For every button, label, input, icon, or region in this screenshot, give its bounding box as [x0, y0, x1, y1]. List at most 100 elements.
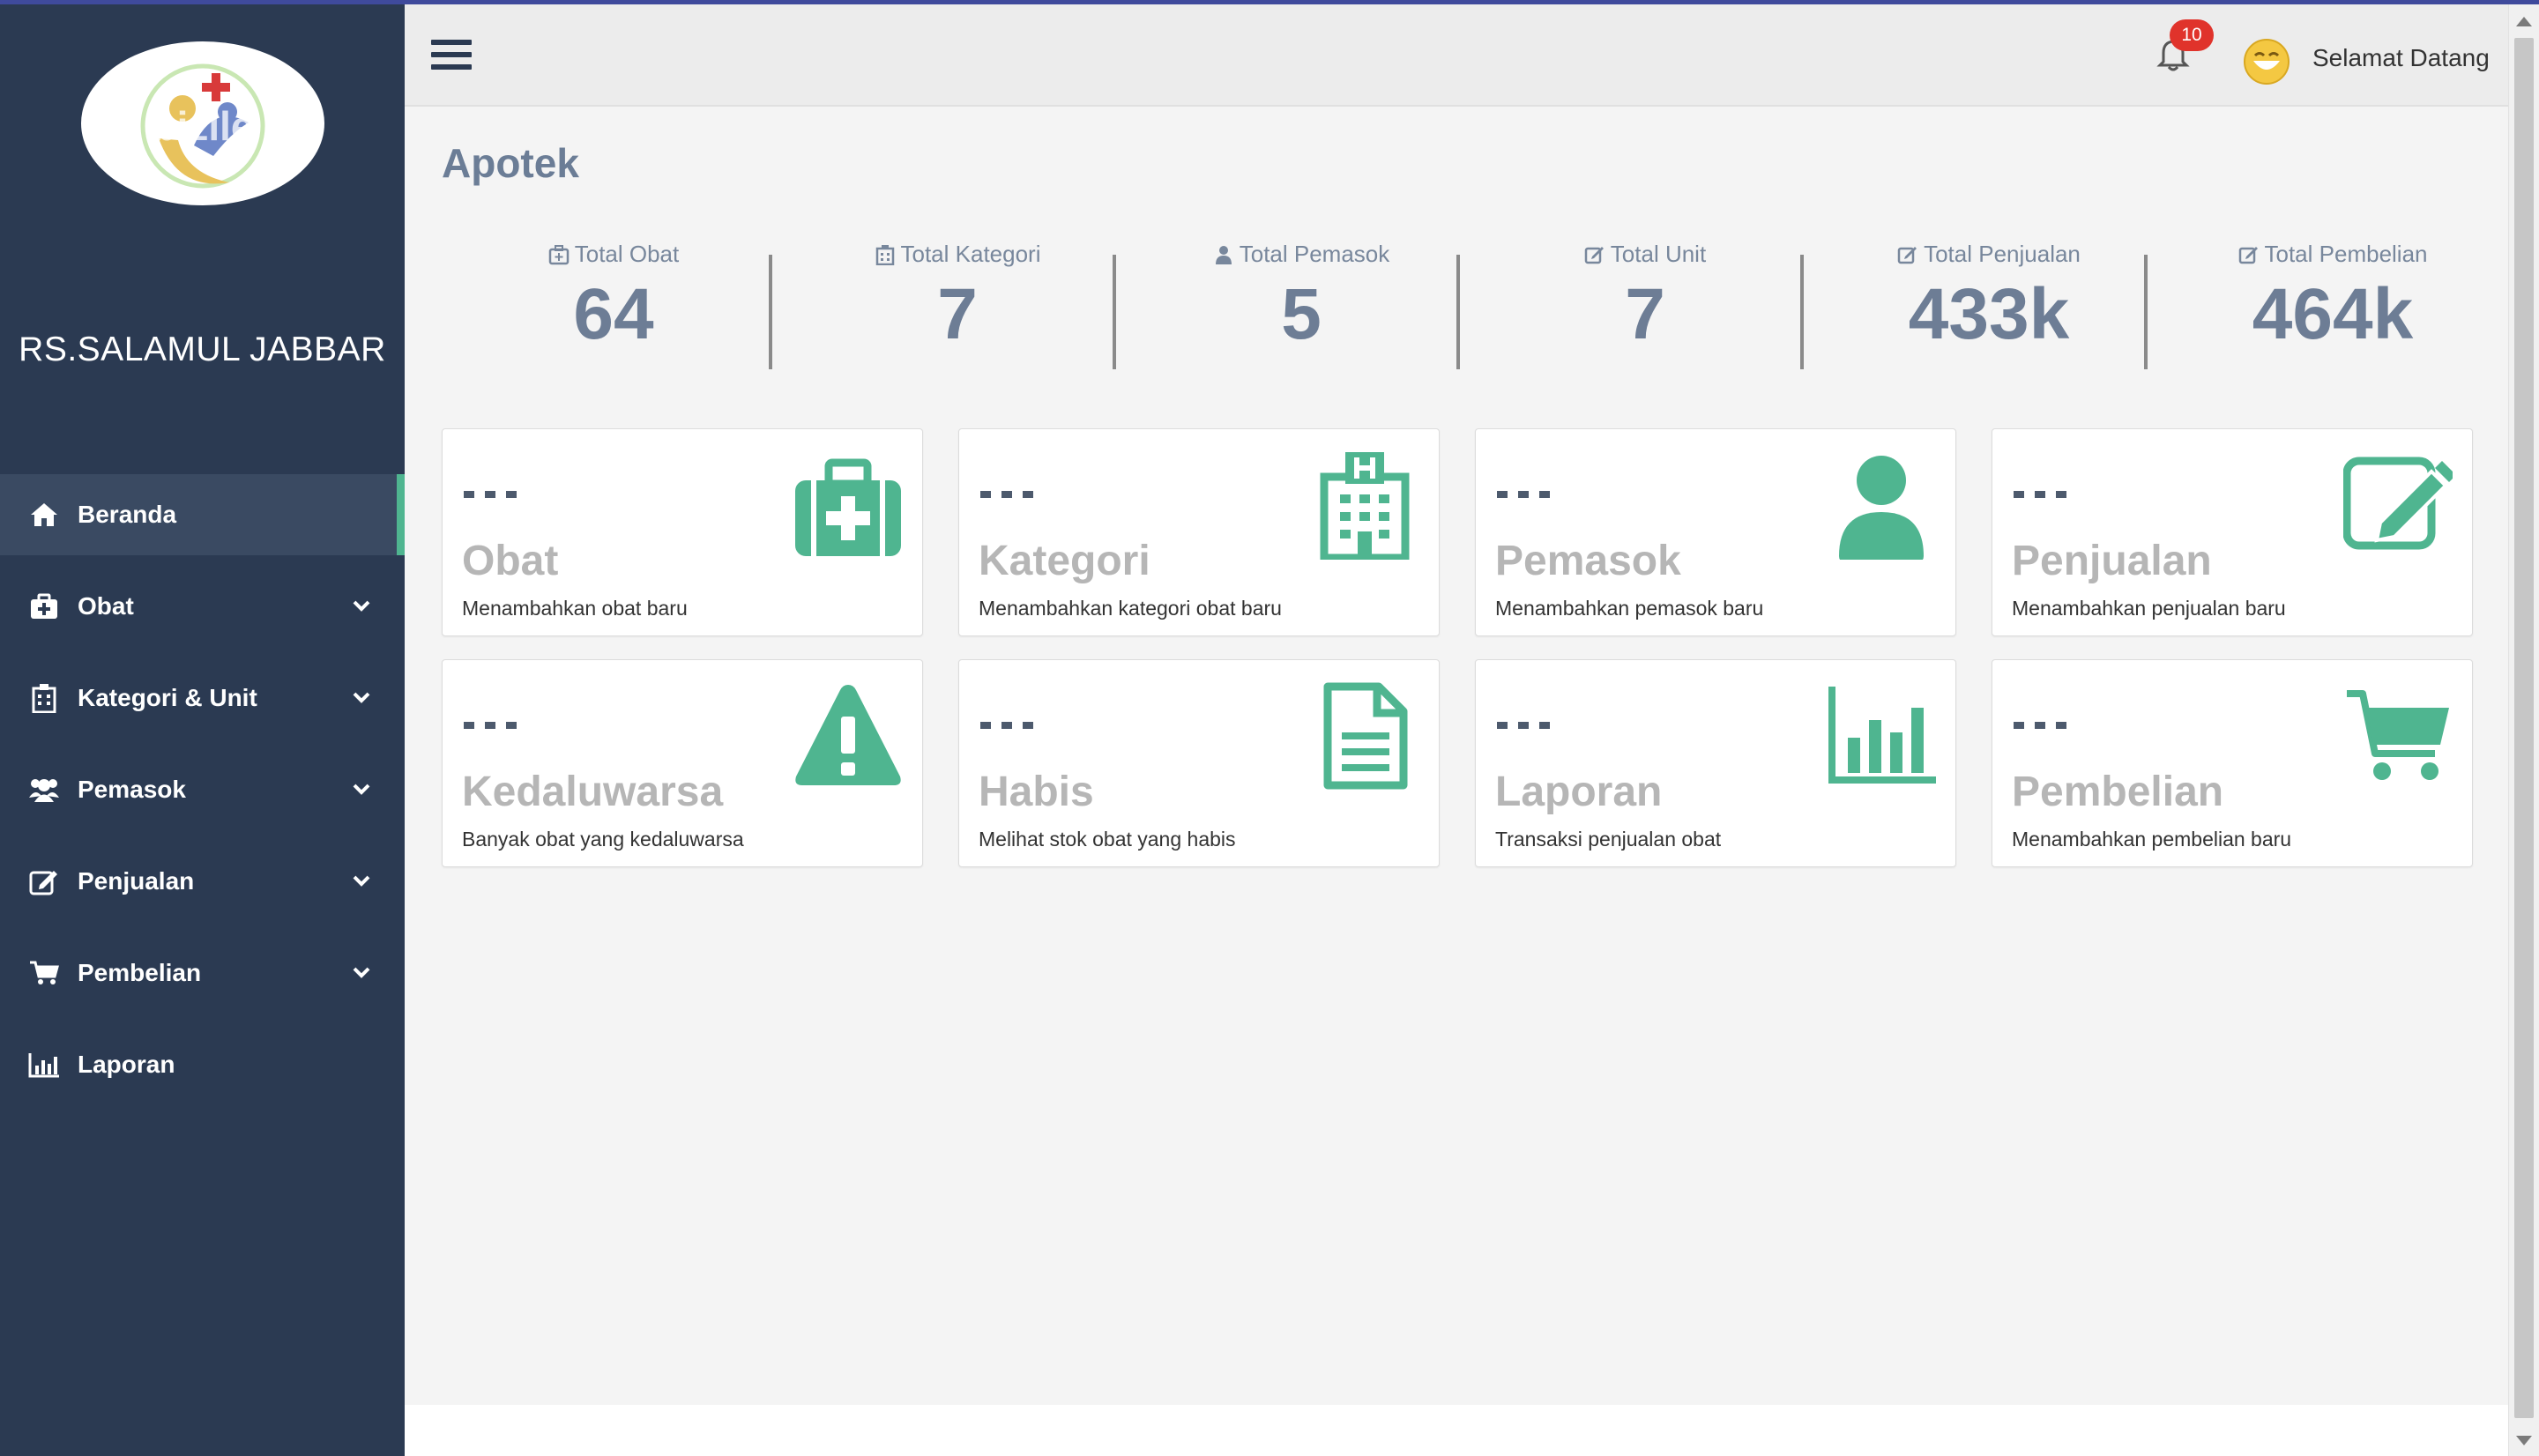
- ellipsis-icon: [464, 722, 520, 729]
- medkit-icon: [795, 458, 901, 556]
- edit-icon: [1897, 246, 1917, 264]
- sidebar-item-label: Beranda: [78, 501, 177, 528]
- avatar[interactable]: [2243, 38, 2290, 85]
- card-desc: Menambahkan pembelian baru: [2012, 828, 2292, 851]
- chevron-down-icon[interactable]: [350, 961, 373, 984]
- card-desc: Menambahkan kategori obat baru: [979, 597, 1282, 620]
- sidebar-nav: Beranda Obat Kategori & Unit Pemasok: [0, 474, 405, 1116]
- stat-total-kategori: Total Kategori 7: [786, 241, 1129, 356]
- stat-total-unit: Total Unit 7: [1473, 241, 1817, 356]
- stat-value: 5: [1281, 274, 1322, 354]
- stat-label: Total Pembelian: [2264, 241, 2428, 267]
- stat-divider: [1800, 255, 1804, 369]
- card-title: Penjualan: [2012, 538, 2212, 584]
- stat-label: Total Pemasok: [1239, 241, 1390, 267]
- card-desc: Banyak obat yang kedaluwarsa: [462, 828, 744, 851]
- chevron-down-icon[interactable]: [350, 869, 373, 892]
- card-obat[interactable]: Obat Menambahkan obat baru: [442, 428, 923, 636]
- chevron-down-icon[interactable]: [350, 686, 373, 709]
- stat-label: Total Penjualan: [1924, 241, 2081, 267]
- user-icon: [1215, 245, 1232, 264]
- card-title: Laporan: [1495, 769, 1663, 815]
- bar-chart-icon: [26, 1047, 62, 1082]
- hospital-icon: [26, 680, 62, 716]
- menu-toggle-button[interactable]: [431, 40, 472, 75]
- sidebar-item-label: Pemasok: [78, 776, 186, 803]
- scrollbar-thumb[interactable]: [2514, 38, 2534, 1418]
- stat-label: Total Unit: [1610, 241, 1707, 267]
- ellipsis-icon: [1497, 491, 1553, 498]
- medkit-icon: [26, 589, 62, 624]
- card-desc: Melihat stok obat yang habis: [979, 828, 1236, 851]
- welcome-text[interactable]: Selamat Datang: [2312, 44, 2490, 71]
- card-title: Pemasok: [1495, 538, 1681, 584]
- hospital-icon: [875, 244, 894, 265]
- stat-label: Total Obat: [574, 241, 680, 267]
- top-header: 10 Selamat Datang: [405, 4, 2508, 107]
- chevron-down-icon[interactable]: [350, 594, 373, 617]
- card-desc: Menambahkan pemasok baru: [1495, 597, 1764, 620]
- sidebar-item-penjualan[interactable]: Penjualan: [0, 841, 405, 922]
- medkit-icon: [548, 244, 569, 264]
- ellipsis-icon: [1497, 722, 1553, 729]
- card-title: Pembelian: [2012, 769, 2224, 815]
- stat-divider: [2144, 255, 2148, 369]
- page-title: Apotek: [442, 140, 579, 186]
- stat-value: 7: [937, 274, 978, 354]
- bar-chart-icon: [1828, 687, 1936, 784]
- users-icon: [26, 772, 62, 807]
- hospital-logo[interactable]: bizlle: [81, 41, 324, 205]
- ellipsis-icon: [2014, 491, 2070, 498]
- hospital-icon: [1320, 452, 1410, 560]
- sidebar-item-pemasok[interactable]: Pemasok: [0, 749, 405, 830]
- chevron-down-icon[interactable]: [350, 777, 373, 800]
- sidebar-item-kategori-unit[interactable]: Kategori & Unit: [0, 657, 405, 739]
- card-title: Kategori: [979, 538, 1150, 584]
- svg-text:bizlle: bizlle: [152, 103, 253, 149]
- document-icon: [1323, 682, 1408, 790]
- card-pemasok[interactable]: Pemasok Menambahkan pemasok baru: [1475, 428, 1956, 636]
- sidebar-item-pembelian[interactable]: Pembelian: [0, 932, 405, 1014]
- card-kedaluwarsa[interactable]: Kedaluwarsa Banyak obat yang kedaluwarsa: [442, 659, 923, 867]
- cart-icon: [26, 955, 62, 991]
- card-title: Kedaluwarsa: [462, 769, 724, 815]
- sidebar-item-label: Penjualan: [78, 867, 195, 895]
- edit-icon: [2343, 457, 2453, 550]
- card-desc: Menambahkan obat baru: [462, 597, 688, 620]
- card-title: Habis: [979, 769, 1094, 815]
- stat-total-pembelian: Total Pembelian 464k: [2161, 241, 2505, 356]
- card-desc: Menambahkan penjualan baru: [2012, 597, 2286, 620]
- card-habis[interactable]: Habis Melihat stok obat yang habis: [958, 659, 1440, 867]
- ellipsis-icon: [980, 491, 1037, 498]
- sidebar-item-label: Laporan: [78, 1051, 175, 1078]
- ellipsis-icon: [2014, 722, 2070, 729]
- card-kategori[interactable]: Kategori Menambahkan kategori obat baru: [958, 428, 1440, 636]
- stat-total-pemasok: Total Pemasok 5: [1129, 241, 1473, 356]
- hospital-name: RS.SALAMUL JABBAR: [19, 331, 386, 368]
- stat-divider: [1456, 255, 1460, 369]
- scroll-up-arrow-icon[interactable]: [2516, 17, 2532, 26]
- home-icon: [26, 497, 62, 532]
- user-icon: [1839, 456, 1924, 560]
- warning-icon: [795, 685, 901, 785]
- stat-value: 64: [573, 274, 654, 354]
- sidebar-item-beranda[interactable]: Beranda: [0, 474, 405, 555]
- edit-icon: [1584, 246, 1604, 264]
- sidebar: bizlle RS.SALAMUL JABBAR Beranda Obat Ka…: [0, 4, 405, 1456]
- scroll-down-arrow-icon[interactable]: [2516, 1436, 2532, 1445]
- sidebar-item-laporan[interactable]: Laporan: [0, 1024, 405, 1105]
- notification-badge[interactable]: 10: [2170, 19, 2214, 51]
- stat-divider: [769, 255, 772, 369]
- vertical-scrollbar[interactable]: [2508, 4, 2539, 1456]
- ellipsis-icon: [464, 491, 520, 498]
- card-laporan[interactable]: Laporan Transaksi penjualan obat: [1475, 659, 1956, 867]
- main-content: Apotek Total Obat 64 Total Kategori 7 To…: [405, 108, 2508, 1405]
- sidebar-item-obat[interactable]: Obat: [0, 566, 405, 647]
- card-penjualan[interactable]: Penjualan Menambahkan penjualan baru: [1992, 428, 2473, 636]
- card-title: Obat: [462, 538, 559, 584]
- stat-total-obat: Total Obat 64: [442, 241, 786, 356]
- card-pembelian[interactable]: Pembelian Menambahkan pembelian baru: [1992, 659, 2473, 867]
- stat-value: 433k: [1908, 274, 2070, 354]
- sidebar-item-label: Pembelian: [78, 959, 202, 986]
- ellipsis-icon: [980, 722, 1037, 729]
